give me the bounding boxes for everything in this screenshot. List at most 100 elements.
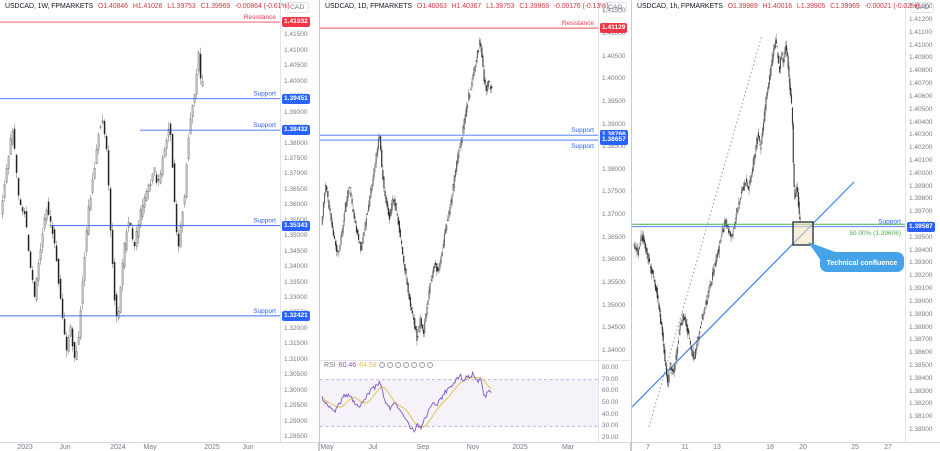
- price-tick-label: 1.41500: [284, 31, 308, 39]
- price-tick-label: 1.40100: [909, 156, 933, 164]
- price-tick-label: 1.34000: [284, 263, 308, 271]
- chart-panel-usdcad-1w: USDCAD, 1W, FPMARKETS O1.40846 H1.41028 …: [0, 0, 319, 451]
- time-tick-label: May: [320, 444, 334, 451]
- price-tick-label: 1.39000: [909, 297, 933, 305]
- rsi-tick-label: 70.00: [602, 375, 619, 383]
- chart-svg: Support 50.00% (1.39606) Technical conflue…: [631, 33, 905, 428]
- callout[interactable]: [820, 252, 904, 272]
- price-tick-label: 1.37000: [602, 211, 626, 219]
- price-tick-label: 1.41500: [602, 7, 626, 15]
- chart-svg: Resistance Support Support Support Support: [0, 14, 280, 362]
- candlestick-series: [633, 33, 801, 388]
- time-tick-label: 18: [766, 444, 774, 451]
- price-change: -0.00176 (-0.13%): [553, 3, 609, 10]
- time-tick-label: 13: [713, 444, 721, 451]
- price-tick-label: 1.29000: [284, 417, 308, 425]
- chart-svg: Resistance Support Support: [320, 20, 598, 433]
- rsi-menu-dot[interactable]: [394, 362, 401, 369]
- chart-canvas[interactable]: Support 50.00% (1.39606) Technical conflue…: [631, 0, 905, 442]
- price-axis[interactable]: CAD 1.41300 1.41200 1.41100 1.41000 1.40900 1.…: [905, 0, 940, 442]
- time-tick-label: Sep: [416, 444, 430, 451]
- time-tick-label: May: [143, 444, 157, 451]
- time-tick-label: 2025: [204, 444, 220, 451]
- price-badge-resistance: 1.41129: [600, 23, 628, 34]
- price-tick-label: 1.40000: [284, 77, 308, 85]
- price-tick-label: 1.36000: [284, 201, 308, 209]
- highlight-box[interactable]: [792, 221, 814, 246]
- rsi-menu-dot[interactable]: [378, 362, 385, 369]
- rsi-tick-label: 30.00: [602, 422, 619, 430]
- ohlc-low: L1.39753: [486, 3, 515, 10]
- callout-label: Technical confluence: [827, 260, 898, 267]
- price-tick-label: 1.38500: [909, 361, 933, 369]
- price-tick-label: 1.37000: [284, 170, 308, 178]
- price-tick-label: 1.38400: [909, 374, 933, 382]
- rsi-menu-dot[interactable]: [386, 362, 393, 369]
- pane-separator[interactable]: [320, 360, 630, 361]
- price-tick-label: 1.35000: [284, 232, 308, 240]
- price-tick-label: 1.38100: [909, 413, 933, 421]
- price-tick-label: 1.35500: [602, 279, 626, 287]
- price-tick-label: 1.39900: [909, 182, 933, 190]
- price-tick-label: 1.40000: [602, 75, 626, 83]
- time-tick-label: 2023: [17, 444, 33, 451]
- rsi-menu-dot[interactable]: [402, 362, 409, 369]
- rsi-tick-label: 40.00: [602, 410, 619, 418]
- price-tick-label: 1.37500: [602, 188, 626, 196]
- rsi-label: RSI: [324, 362, 336, 369]
- price-axis[interactable]: CAD1.415001.410001.405001.400001.395001.…: [280, 0, 319, 442]
- time-tick-label: 27: [884, 444, 892, 451]
- rsi-menu-dot[interactable]: [410, 362, 417, 369]
- support-label: Support: [253, 122, 276, 129]
- ohlc-open: O1.40063: [416, 3, 447, 10]
- rsi-menu-dot[interactable]: [418, 362, 425, 369]
- price-tick-label: 1.39800: [909, 195, 933, 203]
- time-tick-label: 2025: [512, 444, 528, 451]
- candlestick-series: [321, 37, 493, 346]
- rsi-tick-label: 80.00: [602, 364, 619, 371]
- price-tick-label: 1.40200: [909, 144, 933, 152]
- rsi-ma-value: 64.58: [359, 362, 377, 369]
- price-change: -0.00021 (-0.02%): [864, 3, 920, 10]
- time-axis[interactable]: 7 11 13 18 20 25 27: [632, 442, 940, 451]
- price-tick-label: 1.40500: [602, 52, 626, 60]
- candlestick-series: [1, 47, 204, 362]
- price-tick-label: 1.39000: [284, 108, 308, 116]
- time-tick-label: 2024: [110, 444, 126, 451]
- axis-currency-label: CAD: [910, 2, 935, 13]
- price-tick-label: 1.41300: [909, 3, 933, 11]
- price-tick-label: 1.38000: [602, 165, 626, 173]
- chart-panel-usdcad-1d: USDCAD, 1D, FPMARKETS O1.40063 H1.40367 …: [318, 0, 631, 451]
- chart-panel-usdcad-1h: USDCAD, 1h, FPMARKETS O1.39989 H1.40016 …: [630, 0, 940, 451]
- ohlc-high: H1.40016: [762, 3, 793, 10]
- price-tick-label: 1.41100: [909, 28, 933, 36]
- time-axis[interactable]: May Jul Sep Nov 2025 Mar: [320, 442, 630, 451]
- price-tick-label: 1.41200: [909, 16, 933, 23]
- price-badge-resistance: 1.41932: [282, 17, 310, 28]
- time-tick-label: Jul: [368, 444, 378, 451]
- dotted-trendline[interactable]: [648, 34, 763, 428]
- ascending-trendline[interactable]: [631, 181, 855, 408]
- time-axis[interactable]: 2023 Jun 2024 May 2025 Jun: [0, 442, 318, 451]
- price-tick-label: 1.40500: [284, 62, 308, 70]
- time-tick-label: Nov: [466, 444, 480, 451]
- price-tick-label: 1.31500: [284, 340, 308, 348]
- price-tick-label: 1.40800: [909, 67, 933, 75]
- chart-canvas[interactable]: Resistance Support Support: [320, 0, 598, 442]
- chart-canvas[interactable]: Resistance Support Support Support Support: [0, 0, 280, 442]
- price-tick-label: 1.39200: [909, 272, 933, 280]
- price-badge-support: 1.38657: [600, 135, 628, 146]
- time-tick-label: 25: [851, 444, 859, 451]
- price-tick-label: 1.33500: [284, 278, 308, 286]
- price-tick-label: 1.30500: [284, 371, 308, 379]
- rsi-tick-label: 20.00: [602, 434, 619, 441]
- ohlc-low: L1.39905: [796, 3, 826, 10]
- price-tick-label: 1.40400: [909, 118, 933, 126]
- price-tick-label: 1.38800: [909, 323, 933, 331]
- price-tick-label: 1.39300: [909, 259, 933, 267]
- time-tick-label: 11: [681, 444, 689, 451]
- symbol-title: USDCAD, 1D, FPMARKETS: [325, 3, 412, 10]
- rsi-menu-dot[interactable]: [426, 362, 433, 369]
